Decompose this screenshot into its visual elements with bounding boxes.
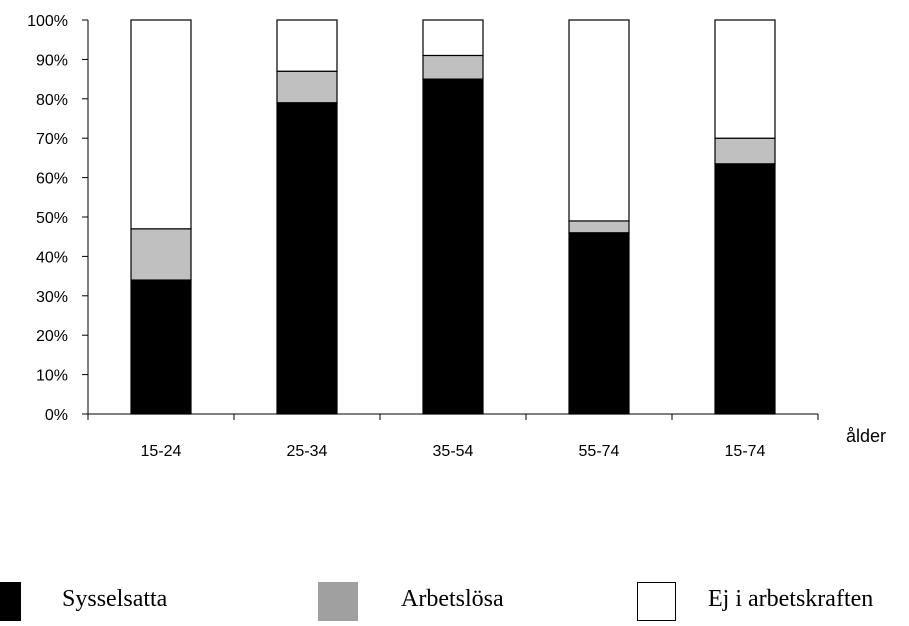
- y-tick-label: 10%: [36, 368, 68, 385]
- bar-segment-sysselsatta: [714, 163, 776, 415]
- x-tick-label: 35-54: [433, 443, 474, 460]
- x-axis: 15-24 25-34 35-54 55-74 15-74: [87, 413, 819, 460]
- bar-segment-sysselsatta: [130, 279, 192, 415]
- legend-swatch-ej-i-arbetskraften: [637, 582, 676, 621]
- legend-swatch-sysselsatta: [0, 582, 21, 621]
- legend-label-sysselsatta: Sysselsatta: [62, 586, 168, 612]
- y-axis: 0% 10% 20% 30% 40% 50% 60% 70% 80% 90% 100%: [27, 13, 89, 424]
- bar-segment-ej-i-arbetskraften: [714, 19, 776, 139]
- x-tick-label: 25-34: [287, 443, 328, 460]
- y-tick-label: 0%: [45, 407, 68, 424]
- bar-segment-sysselsatta: [276, 102, 338, 415]
- bar-segment-arbetsl-sa: [276, 70, 338, 104]
- bar-segment-arbetsl-sa: [568, 220, 630, 234]
- x-tick-label: 15-74: [725, 443, 766, 460]
- x-tick-label: 15-24: [141, 443, 182, 460]
- bar-segment-arbetsl-sa: [714, 137, 776, 165]
- bar-segment-arbetsl-sa: [130, 228, 192, 281]
- bar-segment-sysselsatta: [422, 78, 484, 415]
- y-tick-label: 70%: [36, 131, 68, 148]
- y-tick-label: 80%: [36, 92, 68, 109]
- bar-segments: [130, 19, 776, 415]
- x-axis-title: ålder: [846, 426, 886, 446]
- bar-segment-ej-i-arbetskraften: [130, 19, 192, 230]
- legend: Sysselsatta Arbetslösa Ej i arbetskrafte…: [0, 582, 909, 621]
- bar-segment-ej-i-arbetskraften: [568, 19, 630, 222]
- y-tick-label: 20%: [36, 328, 68, 345]
- legend-label-ej-i-arbetskraften: Ej i arbetskraften: [708, 586, 874, 612]
- y-tick-label: 90%: [36, 52, 68, 69]
- bar-segment-sysselsatta: [568, 232, 630, 415]
- bar-segment-arbetsl-sa: [422, 54, 484, 80]
- legend-swatch-arbetslosa: [318, 582, 358, 621]
- legend-label-arbetslosa: Arbetslösa: [401, 586, 504, 612]
- x-tick-label: 55-74: [579, 443, 620, 460]
- y-tick-label: 100%: [27, 13, 68, 30]
- y-tick-label: 30%: [36, 289, 68, 306]
- y-tick-label: 40%: [36, 249, 68, 266]
- y-tick-label: 50%: [36, 210, 68, 227]
- bar-segment-ej-i-arbetskraften: [422, 19, 484, 57]
- bar-segment-ej-i-arbetskraften: [276, 19, 338, 72]
- y-tick-label: 60%: [36, 171, 68, 188]
